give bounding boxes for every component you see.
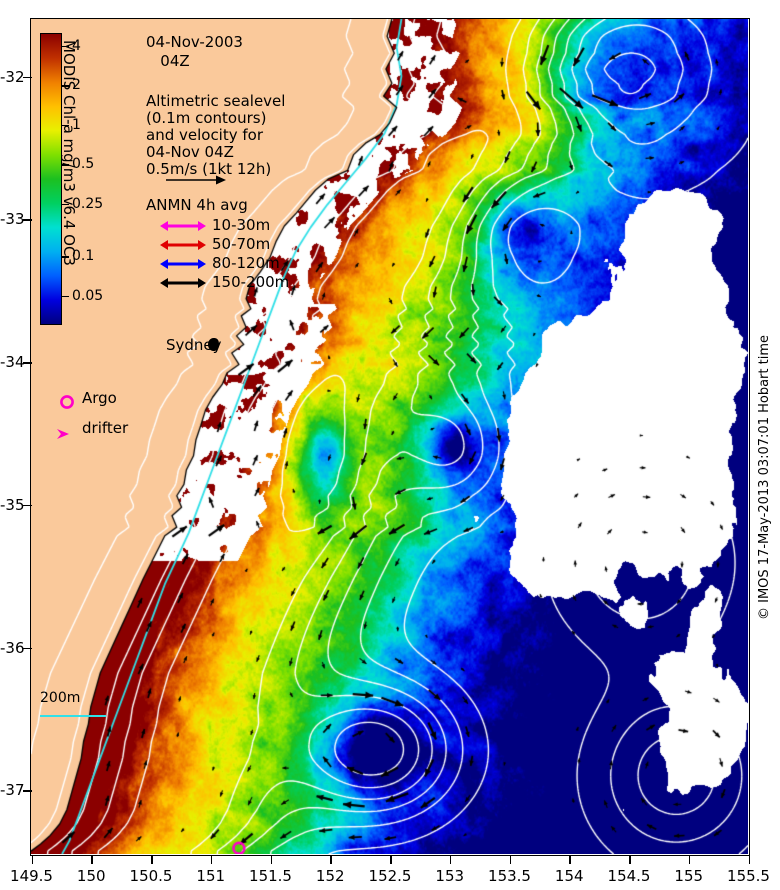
anmn-legend-item: 80-120m [160,254,280,274]
anmn-legend-item: 150-200m [160,273,289,293]
x-axis-tick [449,854,452,864]
anmn-legend-title: ANMN 4h avg [146,196,248,214]
x-axis-label: 151.5 [249,866,292,885]
colorbar-tick-label: 4 [72,37,81,54]
city-marker-sydney [208,338,219,351]
x-axis-tick [330,854,332,864]
anmn-legend-item: 50-70m [160,235,270,255]
y-axis-tick [22,362,32,364]
altimetry-description: Altimetric sealevel (0.1m contours) and … [146,92,286,178]
x-axis-label: 153.5 [488,866,531,885]
anmn-legend-label: 80-120m [212,254,280,272]
colorbar-tick-label: 0.05 [72,287,104,304]
isobath-legend-line [40,715,106,717]
argo-legend-label: Argo [82,389,117,407]
double-arrow-icon [160,240,206,250]
x-axis-label: 155 [674,866,704,885]
y-axis-tick [22,76,32,79]
drifter-legend-label: drifter [82,419,129,437]
x-axis-label: 150 [76,866,106,885]
city-label-sydney: Sydney [166,336,222,354]
colorbar-tick-label: 0.5 [72,156,95,173]
drifter-legend-item: drifter [56,419,128,447]
x-axis-tick [151,854,153,864]
colorbar: 4 2 1 0.5 0.25 0.1 0.05 [40,33,103,325]
anmn-legend-item: 10-30m [160,216,270,236]
argo-circle-icon [60,395,74,409]
y-axis-tick [22,504,32,507]
double-arrow-icon [160,221,206,231]
anmn-legend-label: 10-30m [212,216,271,234]
colorbar-title: MODIS Chl-a mg/m3 v6.4 OC3 [60,40,78,266]
anmn-legend-label: 150-200m [212,273,290,291]
x-axis-tick [569,854,571,864]
x-axis-tick [270,854,272,864]
y-axis-label: -32 [0,67,25,86]
colorbar-tick [62,45,69,48]
x-axis-tick [91,854,93,864]
x-axis-label: 152 [315,866,345,885]
x-axis-tick [390,854,392,864]
colorbar-tick [62,295,69,298]
colorbar-gradient [40,33,62,325]
x-axis-label: 149.5 [10,866,53,885]
colorbar-tick-label: 2 [72,77,81,94]
x-axis-label: 151 [196,866,226,885]
colorbar-tick-label: 1 [72,116,81,133]
x-axis-tick [509,854,511,864]
argo-legend-item: Argo [58,389,117,415]
date-time-label: 04-Nov-2003 04Z [146,33,243,70]
y-axis-label: -37 [0,781,25,800]
copyright-label: © IMOS 17-May-2013 03:07:01 Hobart time [757,335,772,620]
y-axis-label: -34 [0,353,25,372]
isobath-legend-label: 200m [40,690,81,706]
x-axis-label: 150.5 [129,866,173,885]
y-axis-label: -36 [0,638,25,657]
x-axis-label: 154.5 [607,866,651,885]
x-axis-label: 153 [435,866,465,885]
y-axis-label: -33 [0,210,25,229]
double-arrow-icon [160,278,206,288]
anmn-legend-label: 50-70m [212,235,271,253]
x-axis-tick [748,854,750,864]
x-axis-label: 154 [554,866,584,885]
colorbar-tick-label: 0.1 [72,248,95,265]
y-axis-tick [22,647,32,650]
colorbar-tick [62,203,69,206]
colorbar-tick [62,164,69,166]
y-axis-label: -35 [0,495,25,514]
colorbar-tick-label: 0.25 [72,195,104,212]
colorbar-tick [62,256,69,258]
drifter-chevron-icon [57,429,69,439]
velocity-scale-arrow-icon [166,172,226,191]
x-axis-label: 152.5 [368,866,412,885]
y-axis-tick [22,219,32,221]
x-axis-label: 155.5 [727,866,770,885]
x-axis-tick [688,854,691,864]
colorbar-tick [62,85,69,87]
x-axis-tick [629,854,631,864]
x-axis-tick [31,854,33,864]
y-axis-tick [22,790,32,792]
double-arrow-icon [160,259,206,269]
x-axis-tick [210,854,213,864]
chlorophyll-raster [31,19,748,854]
colorbar-tick [62,124,69,127]
map-plot-area[interactable] [30,18,750,856]
